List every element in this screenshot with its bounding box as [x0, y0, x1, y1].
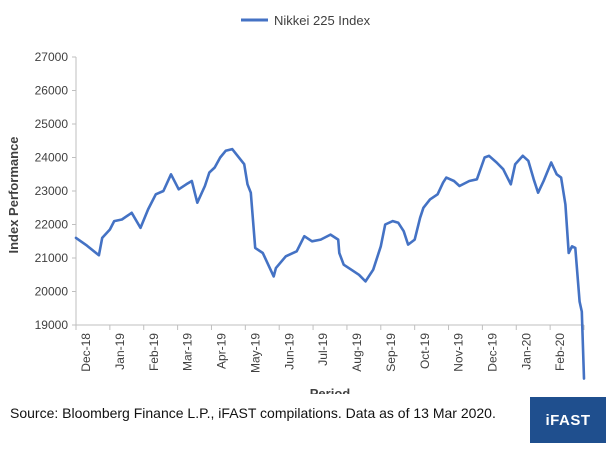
source-note: Source: Bloomberg Finance L.P., iFAST co… — [10, 405, 496, 421]
brand-logo-text: iFAST — [545, 411, 591, 429]
x-tick-label: Oct-19 — [418, 333, 432, 369]
y-tick-label: 26000 — [35, 84, 69, 98]
y-tick-label: 25000 — [35, 117, 69, 131]
x-tick-label: Dec-19 — [486, 333, 500, 372]
x-tick-label: Feb-20 — [553, 333, 567, 371]
x-tick-label: Feb-19 — [147, 333, 161, 371]
x-tick-label: Jul-19 — [316, 333, 330, 366]
brand-logo: iFAST — [530, 397, 606, 443]
x-tick-label: Apr-19 — [215, 333, 229, 369]
y-tick-label: 22000 — [35, 218, 69, 232]
x-tick-label: Jan-19 — [113, 333, 127, 370]
x-tick-label: Nov-19 — [452, 333, 466, 372]
y-tick-label: 19000 — [35, 318, 69, 332]
x-tick-label: Jun-19 — [282, 333, 296, 370]
y-tick-label: 23000 — [35, 184, 69, 198]
x-tick-label: Sep-19 — [384, 333, 398, 372]
y-tick-label: 20000 — [35, 285, 69, 299]
x-tick-label: Jan-20 — [519, 333, 533, 370]
x-tick-label: Mar-19 — [181, 333, 195, 371]
footer-bar — [0, 394, 606, 454]
series-line-nikkei-225 — [74, 147, 586, 380]
x-tick-label: May-19 — [248, 333, 262, 373]
y-tick-label: 24000 — [35, 151, 69, 165]
x-tick-label: Dec-18 — [79, 333, 93, 372]
y-tick-label: 27000 — [35, 50, 69, 64]
legend-label: Nikkei 225 Index — [274, 13, 371, 28]
x-tick-label: Aug-19 — [350, 333, 364, 372]
y-tick-label: 21000 — [35, 251, 69, 265]
y-axis-title: Index Performance — [6, 136, 21, 253]
